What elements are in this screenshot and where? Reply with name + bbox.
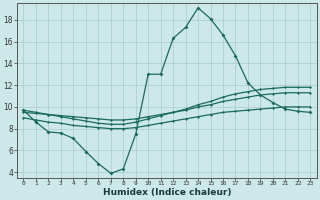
X-axis label: Humidex (Indice chaleur): Humidex (Indice chaleur) (103, 188, 231, 197)
